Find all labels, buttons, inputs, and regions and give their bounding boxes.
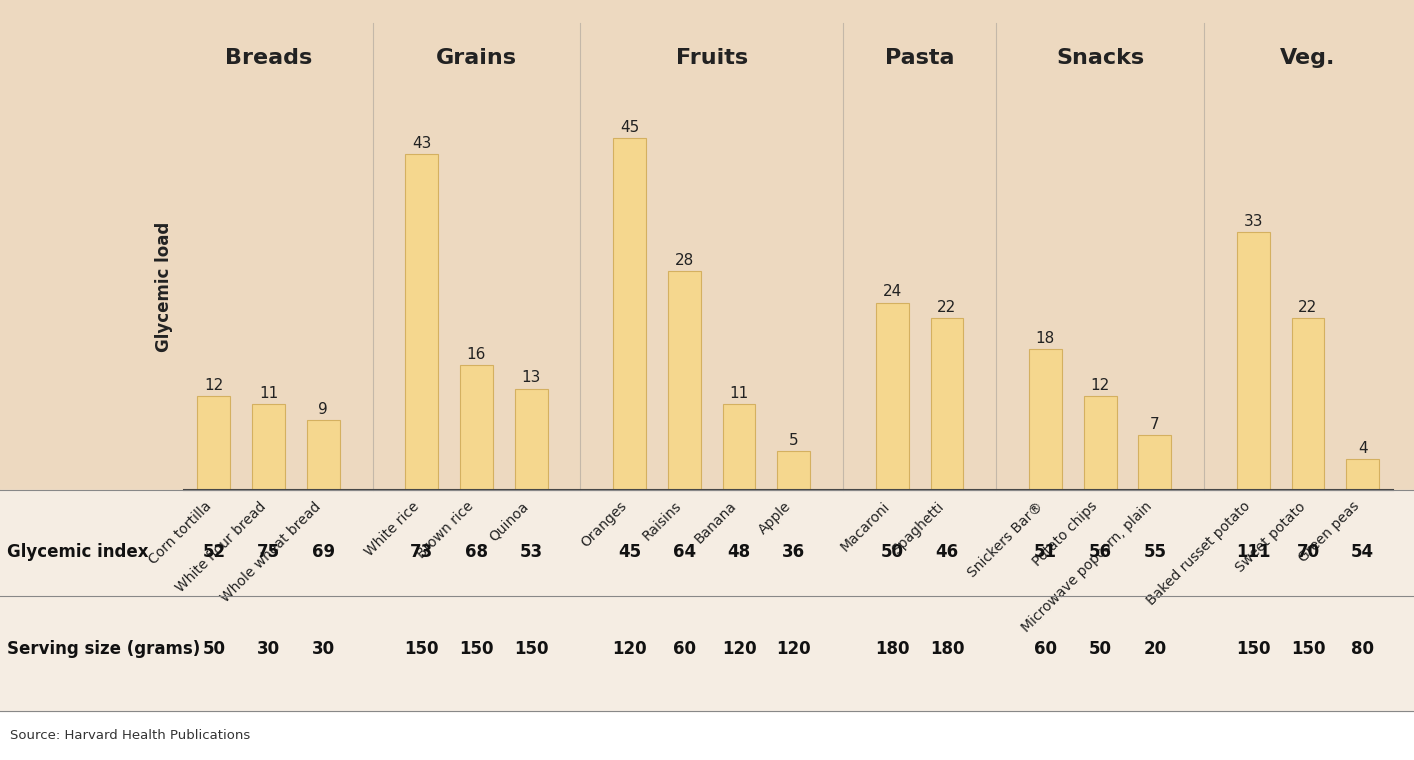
Bar	[252, 404, 286, 490]
Bar	[875, 302, 909, 490]
Text: 45: 45	[618, 543, 641, 561]
Bar	[667, 271, 701, 490]
Text: Snacks: Snacks	[1056, 48, 1144, 68]
Bar	[515, 388, 547, 490]
Text: 64: 64	[673, 543, 696, 561]
Text: 9: 9	[318, 402, 328, 416]
Bar	[930, 318, 963, 490]
Text: 11: 11	[259, 386, 279, 401]
Text: 52: 52	[202, 543, 225, 561]
Text: 150: 150	[1236, 640, 1271, 658]
Bar	[778, 451, 810, 490]
Text: Veg.: Veg.	[1280, 48, 1336, 68]
Text: Source: Harvard Health Publications: Source: Harvard Health Publications	[10, 729, 250, 742]
Text: 4: 4	[1357, 441, 1367, 456]
Text: 24: 24	[882, 284, 902, 299]
Text: 150: 150	[404, 640, 438, 658]
Text: 180: 180	[875, 640, 909, 658]
Text: 69: 69	[311, 543, 335, 561]
Text: 33: 33	[1243, 214, 1263, 229]
Text: 43: 43	[411, 136, 431, 150]
Text: 46: 46	[936, 543, 959, 561]
Text: 55: 55	[1144, 543, 1167, 561]
Text: 54: 54	[1352, 543, 1374, 561]
Text: 75: 75	[257, 543, 280, 561]
Text: 60: 60	[673, 640, 696, 658]
Text: 180: 180	[929, 640, 964, 658]
Text: 30: 30	[257, 640, 280, 658]
Bar	[406, 154, 438, 490]
Bar	[1291, 318, 1325, 490]
Text: 111: 111	[1236, 543, 1271, 561]
Text: 120: 120	[721, 640, 756, 658]
Text: 150: 150	[513, 640, 549, 658]
Text: 28: 28	[674, 253, 694, 268]
Bar	[614, 138, 646, 490]
Text: 18: 18	[1036, 331, 1055, 347]
Text: 53: 53	[519, 543, 543, 561]
Text: 22: 22	[937, 300, 957, 315]
Text: 12: 12	[204, 378, 223, 393]
Y-axis label: Glycemic load: Glycemic load	[154, 222, 173, 352]
Text: Pasta: Pasta	[885, 48, 954, 68]
Bar	[1138, 435, 1171, 490]
Bar	[1346, 459, 1379, 490]
Text: 13: 13	[522, 370, 542, 385]
Text: 36: 36	[782, 543, 806, 561]
Text: 120: 120	[776, 640, 812, 658]
Text: 150: 150	[460, 640, 493, 658]
Text: 30: 30	[311, 640, 335, 658]
Text: 73: 73	[410, 543, 434, 561]
Text: 20: 20	[1144, 640, 1167, 658]
Text: 150: 150	[1291, 640, 1325, 658]
Text: 50: 50	[1089, 640, 1111, 658]
Text: 22: 22	[1298, 300, 1318, 315]
Text: 50: 50	[881, 543, 904, 561]
Text: 120: 120	[612, 640, 648, 658]
Bar	[723, 404, 755, 490]
Bar	[198, 397, 230, 490]
Text: Glycemic index: Glycemic index	[7, 543, 148, 561]
Text: 56: 56	[1089, 543, 1111, 561]
Text: 5: 5	[789, 433, 799, 448]
Text: Breads: Breads	[225, 48, 312, 68]
Text: 70: 70	[1297, 543, 1319, 561]
Text: Grains: Grains	[436, 48, 518, 68]
Text: 50: 50	[202, 640, 225, 658]
Bar	[307, 420, 339, 490]
Text: 16: 16	[467, 347, 486, 362]
Text: 11: 11	[730, 386, 748, 401]
Bar	[1029, 350, 1062, 490]
Text: Serving size (grams): Serving size (grams)	[7, 640, 201, 658]
Bar	[1237, 232, 1270, 490]
Text: 60: 60	[1034, 640, 1056, 658]
Text: 48: 48	[728, 543, 751, 561]
Text: 80: 80	[1352, 640, 1374, 658]
Text: 12: 12	[1090, 378, 1110, 393]
Text: 51: 51	[1034, 543, 1056, 561]
Text: 7: 7	[1150, 417, 1159, 432]
Text: 45: 45	[619, 120, 639, 135]
Text: Fruits: Fruits	[676, 48, 748, 68]
Text: 68: 68	[465, 543, 488, 561]
Bar	[1083, 397, 1117, 490]
Bar	[460, 365, 493, 490]
